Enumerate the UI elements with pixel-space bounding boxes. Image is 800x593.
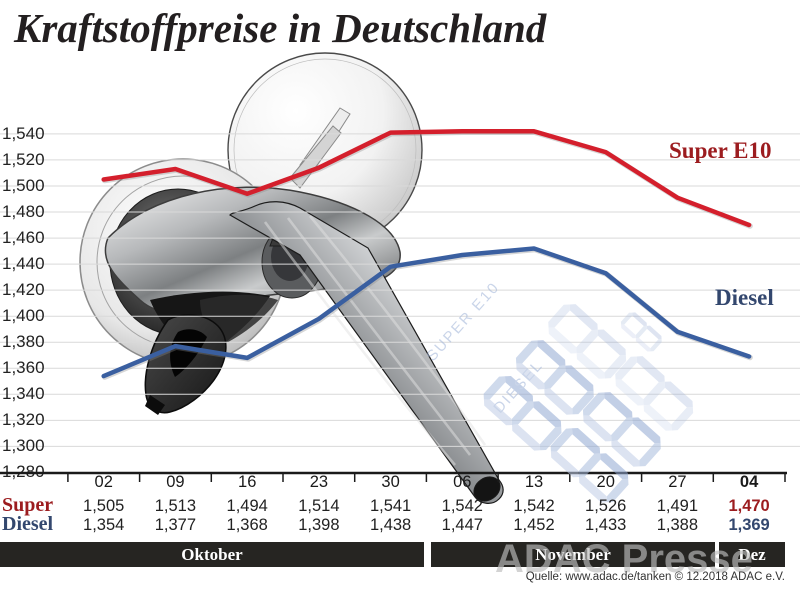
svg-text:1,513: 1,513 — [155, 497, 196, 515]
svg-text:1,440: 1,440 — [2, 254, 45, 273]
svg-text:1,360: 1,360 — [2, 358, 45, 377]
svg-text:02: 02 — [95, 473, 113, 491]
svg-text:1,377: 1,377 — [155, 516, 196, 534]
svg-text:06: 06 — [453, 473, 471, 491]
svg-text:09: 09 — [166, 473, 184, 491]
svg-text:1,541: 1,541 — [370, 497, 411, 515]
svg-text:1,320: 1,320 — [2, 410, 45, 429]
svg-text:1,470: 1,470 — [728, 497, 769, 515]
svg-text:Diesel: Diesel — [2, 513, 54, 535]
svg-text:20: 20 — [597, 473, 615, 491]
svg-text:1,542: 1,542 — [442, 497, 483, 515]
svg-text:1,460: 1,460 — [2, 228, 45, 247]
svg-text:1,540: 1,540 — [2, 124, 45, 143]
svg-text:1,514: 1,514 — [298, 497, 339, 515]
svg-text:1,520: 1,520 — [2, 150, 45, 169]
svg-text:1,542: 1,542 — [513, 497, 554, 515]
svg-text:1,494: 1,494 — [227, 497, 268, 515]
svg-text:1,491: 1,491 — [657, 497, 698, 515]
svg-text:Super E10: Super E10 — [669, 138, 771, 163]
svg-text:13: 13 — [525, 473, 543, 491]
svg-text:1,500: 1,500 — [2, 176, 45, 195]
svg-text:1,452: 1,452 — [513, 516, 554, 534]
svg-text:1,380: 1,380 — [2, 332, 45, 351]
svg-text:04: 04 — [740, 473, 759, 491]
svg-text:1,400: 1,400 — [2, 306, 45, 325]
svg-text:16: 16 — [238, 473, 256, 491]
svg-text:Diesel: Diesel — [715, 285, 774, 310]
svg-text:1,526: 1,526 — [585, 497, 626, 515]
svg-text:1,388: 1,388 — [657, 516, 698, 534]
svg-text:23: 23 — [310, 473, 328, 491]
svg-text:SUPER E10: SUPER E10 — [423, 279, 503, 365]
svg-text:1,438: 1,438 — [370, 516, 411, 534]
svg-text:1,398: 1,398 — [298, 516, 339, 534]
svg-text:1,280: 1,280 — [2, 462, 45, 481]
svg-text:1,420: 1,420 — [2, 280, 45, 299]
svg-text:1,300: 1,300 — [2, 436, 45, 455]
svg-text:Quelle: www.adac.de/tanken ©: Quelle: www.adac.de/tanken © 12.2018 ADA… — [526, 571, 785, 583]
svg-text:27: 27 — [668, 473, 686, 491]
svg-text:1,368: 1,368 — [227, 516, 268, 534]
svg-text:1,433: 1,433 — [585, 516, 626, 534]
svg-text:1,369: 1,369 — [728, 516, 769, 534]
svg-text:Oktober: Oktober — [181, 545, 243, 564]
svg-text:1,354: 1,354 — [83, 516, 124, 534]
svg-text:1,505: 1,505 — [83, 497, 124, 515]
svg-text:30: 30 — [381, 473, 399, 491]
svg-text:1,480: 1,480 — [2, 202, 45, 221]
svg-text:1,340: 1,340 — [2, 384, 45, 403]
svg-text:1,447: 1,447 — [442, 516, 483, 534]
